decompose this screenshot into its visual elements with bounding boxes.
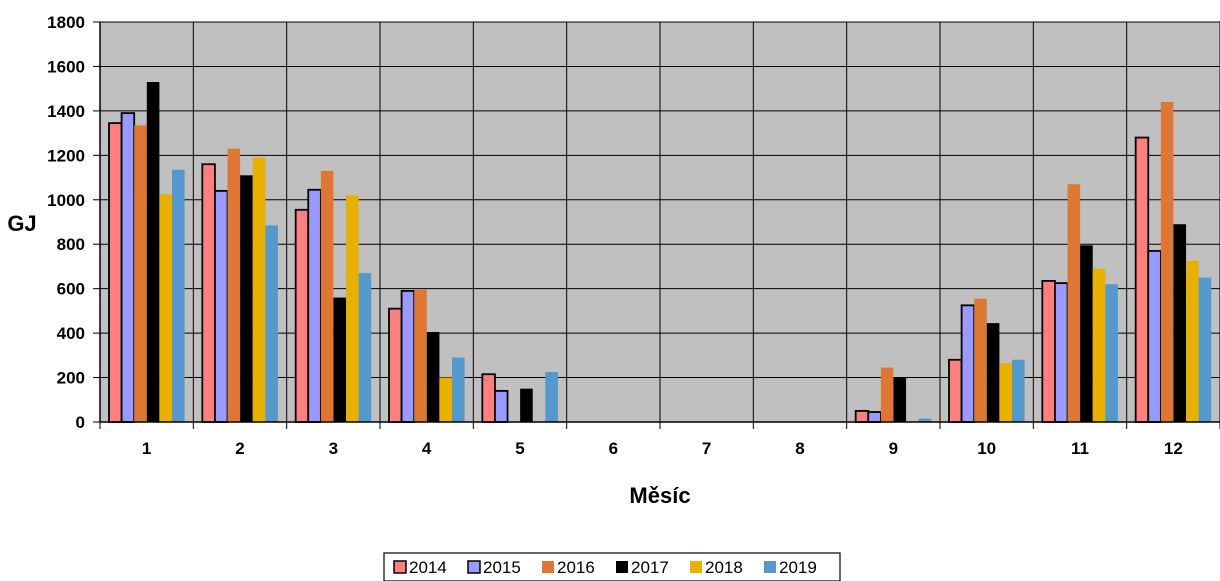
bar-2019-11: [1105, 284, 1118, 422]
bar-2015-9: [867, 411, 882, 423]
bar-2019-10: [1012, 359, 1025, 422]
bar-2014-10: [948, 358, 963, 423]
y-tick-label: 1600: [47, 57, 85, 76]
bar-2019-2: [265, 225, 278, 422]
bar-2015-5: [494, 389, 509, 423]
bar-2015-1: [120, 112, 136, 423]
bar-2017-11: [1080, 245, 1093, 422]
bar-2014-4: [388, 307, 403, 423]
bar-2018-1: [159, 194, 172, 422]
bar-2018-11: [1092, 268, 1106, 422]
y-tick-label: 200: [57, 369, 85, 388]
bar-2014-9: [854, 409, 870, 423]
x-tick-label: 8: [795, 439, 804, 458]
y-tick-label: 1000: [47, 191, 85, 210]
bar-2017-2: [240, 175, 253, 422]
legend-swatch-2015: [467, 560, 481, 574]
y-tick-label: 600: [57, 280, 85, 299]
bar-2015-11: [1054, 282, 1069, 423]
legend-swatch-2019: [764, 561, 776, 573]
legend-label-2016: 2016: [557, 558, 595, 577]
legend-label-2015: 2015: [483, 558, 521, 577]
y-axis-title: GJ: [7, 211, 36, 236]
bar-2017-9: [893, 377, 907, 422]
legend-label-2017: 2017: [631, 558, 669, 577]
bar-2017-1: [146, 82, 160, 422]
bar-2014-1: [108, 122, 123, 423]
y-tick-label: 400: [57, 324, 85, 343]
bar-2015-12: [1147, 249, 1162, 423]
x-axis-title: Měsíc: [629, 483, 690, 508]
x-tick-label: 2: [235, 439, 244, 458]
bar-2015-3: [307, 188, 322, 423]
x-tick-label: 1: [142, 439, 151, 458]
legend-label-2018: 2018: [705, 558, 743, 577]
axes: [93, 21, 1220, 429]
bar-2016-1: [134, 125, 147, 422]
bar-2015-4: [400, 289, 416, 423]
y-tick-label: 1400: [47, 102, 85, 121]
bar-2018-4: [439, 377, 452, 422]
y-tick-labels: 0 200 400 600 800 1000 1200 1400 1600 1800: [47, 13, 85, 432]
x-tick-label: 11: [1071, 439, 1089, 458]
bar-2016-9: [880, 367, 894, 422]
bar-2018-2: [252, 157, 266, 423]
x-tick-label: 10: [977, 439, 996, 458]
bar-2018-12: [1186, 260, 1199, 422]
y-tick-label: 1800: [47, 13, 85, 32]
legend-label-2019: 2019: [779, 558, 817, 577]
legend-swatch-2017: [616, 561, 628, 573]
legend-swatch-2018: [690, 561, 702, 573]
bar-2014-5: [481, 373, 496, 423]
bar-2016-4: [414, 289, 427, 422]
bar-2016-10: [974, 298, 987, 422]
bar-2015-2: [214, 189, 229, 423]
bar-2014-2: [201, 163, 216, 423]
bar-2017-5: [520, 388, 533, 422]
bar-2016-11: [1067, 184, 1081, 422]
x-tick-label: 12: [1164, 439, 1183, 458]
bar-2018-10: [999, 363, 1012, 422]
legend-swatch-2014: [393, 560, 407, 574]
bar-2014-3: [294, 208, 310, 423]
bars: [108, 82, 1212, 423]
legend-label-2014: 2014: [409, 558, 447, 577]
bar-2015-10: [960, 304, 976, 423]
bar-2014-11: [1041, 279, 1056, 423]
x-tick-label: 9: [889, 439, 898, 458]
bar-2016-3: [320, 170, 334, 422]
bar-2019-4: [452, 357, 465, 422]
legend-swatch-2016: [542, 561, 554, 573]
y-tick-label: 800: [57, 235, 85, 254]
bar-2019-5: [545, 372, 558, 422]
x-tick-label: 6: [609, 439, 618, 458]
bar-2019-3: [358, 273, 372, 422]
bar-2019-1: [172, 169, 185, 422]
y-tick-label: 1200: [47, 146, 85, 165]
bar-2017-4: [426, 332, 440, 422]
bar-2019-9: [918, 418, 932, 422]
x-tick-label: 3: [329, 439, 338, 458]
bar-2016-12: [1160, 102, 1174, 422]
bar-2017-3: [333, 297, 347, 422]
x-tick-label: 5: [515, 439, 524, 458]
bar-2014-12: [1134, 136, 1150, 423]
x-tick-label: 4: [422, 439, 432, 458]
x-tick-labels: 1 2 3 4 5 6 7 8 9 10 11 12: [142, 439, 1183, 458]
bar-2019-12: [1198, 277, 1212, 422]
bar-2018-3: [346, 195, 359, 422]
legend: 2014 2015 2016 2017 2018 2019: [383, 552, 841, 581]
bar-2017-10: [986, 323, 1000, 422]
y-tick-label: 0: [76, 413, 85, 432]
bar-2017-12: [1173, 224, 1187, 422]
x-tick-label: 7: [702, 439, 711, 458]
bar-2016-2: [227, 148, 241, 422]
